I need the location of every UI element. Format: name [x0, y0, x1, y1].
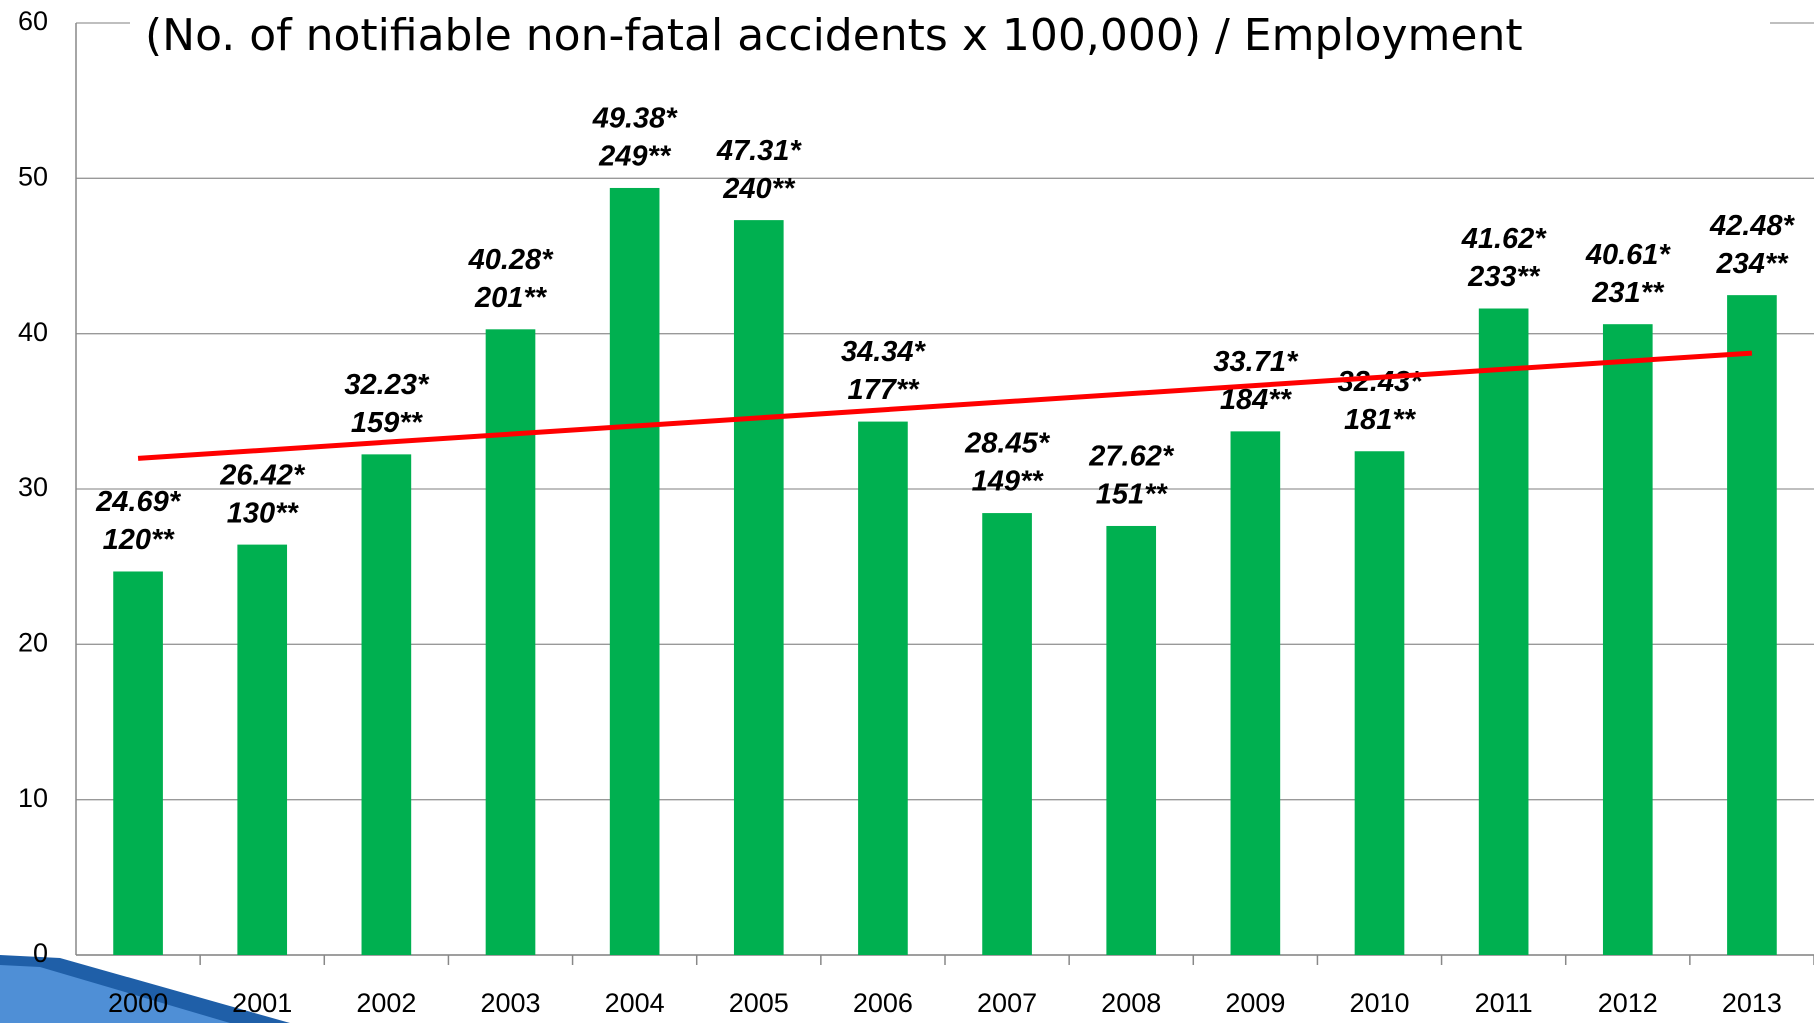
count-label: 233** — [1467, 261, 1541, 293]
count-label: 149** — [972, 466, 1045, 498]
value-label: 32.23* — [344, 369, 430, 401]
y-tick-label: 10 — [18, 783, 48, 813]
count-label: 151** — [1096, 479, 1169, 511]
y-tick-label: 60 — [18, 6, 48, 36]
value-label: 26.42* — [219, 459, 306, 491]
x-tick-label: 2000 — [108, 988, 168, 1018]
count-label: 231** — [1591, 277, 1665, 309]
bar — [362, 454, 412, 955]
x-tick-label: 2007 — [977, 988, 1037, 1018]
count-label: 201** — [474, 282, 548, 314]
y-tick-label: 0 — [33, 938, 48, 968]
x-tick-label: 2008 — [1101, 988, 1161, 1018]
count-label: 234** — [1715, 248, 1789, 280]
value-label: 49.38* — [592, 103, 679, 135]
y-tick-label: 40 — [18, 317, 48, 347]
bar — [1479, 309, 1529, 955]
count-label: 240** — [722, 173, 796, 205]
x-tick-label: 2004 — [605, 988, 665, 1018]
value-label: 33.71* — [1213, 346, 1299, 378]
x-tick-label: 2010 — [1349, 988, 1409, 1018]
bar — [1106, 526, 1156, 955]
value-label: 42.48* — [1709, 210, 1796, 242]
value-label: 27.62* — [1088, 441, 1175, 473]
count-label: 249** — [598, 141, 672, 173]
bar — [734, 220, 784, 955]
value-label: 40.28* — [468, 244, 555, 276]
x-tick-label: 2001 — [232, 988, 292, 1018]
bar — [610, 188, 660, 955]
bar — [486, 329, 536, 955]
count-label: 120** — [103, 524, 176, 556]
y-tick-label: 30 — [18, 472, 48, 502]
x-tick-label: 2012 — [1598, 988, 1658, 1018]
bar — [113, 571, 163, 955]
bar — [1603, 324, 1653, 955]
x-tick-label: 2002 — [356, 988, 416, 1018]
y-tick-label: 50 — [18, 161, 48, 191]
count-label: 177** — [847, 374, 920, 406]
value-label: 34.34* — [841, 336, 927, 368]
bar — [1231, 431, 1281, 955]
y-tick-label: 20 — [18, 627, 48, 657]
chart-title: (No. of notifiable non-fatal accidents x… — [145, 10, 1523, 61]
x-tick-label: 2003 — [480, 988, 540, 1018]
chart: (No. of notifiable non-fatal accidents x… — [0, 0, 1814, 1023]
bar — [982, 513, 1032, 955]
x-tick-label: 2006 — [853, 988, 913, 1018]
bar — [1727, 295, 1777, 955]
bar — [1355, 451, 1405, 955]
count-label: 181** — [1344, 404, 1417, 436]
value-label: 47.31* — [716, 135, 803, 167]
bar — [858, 422, 908, 955]
value-label: 28.45* — [964, 428, 1051, 460]
x-tick-label: 2013 — [1722, 988, 1782, 1018]
count-label: 130** — [227, 497, 300, 529]
count-label: 159** — [351, 407, 424, 439]
value-label: 24.69* — [95, 486, 182, 518]
x-tick-label: 2005 — [729, 988, 789, 1018]
x-tick-label: 2011 — [1475, 988, 1533, 1018]
value-label: 32.43* — [1338, 366, 1424, 398]
x-tick-label: 2009 — [1225, 988, 1285, 1018]
bar — [237, 545, 287, 955]
value-label: 40.61* — [1585, 239, 1672, 271]
value-label: 41.62* — [1461, 223, 1548, 255]
